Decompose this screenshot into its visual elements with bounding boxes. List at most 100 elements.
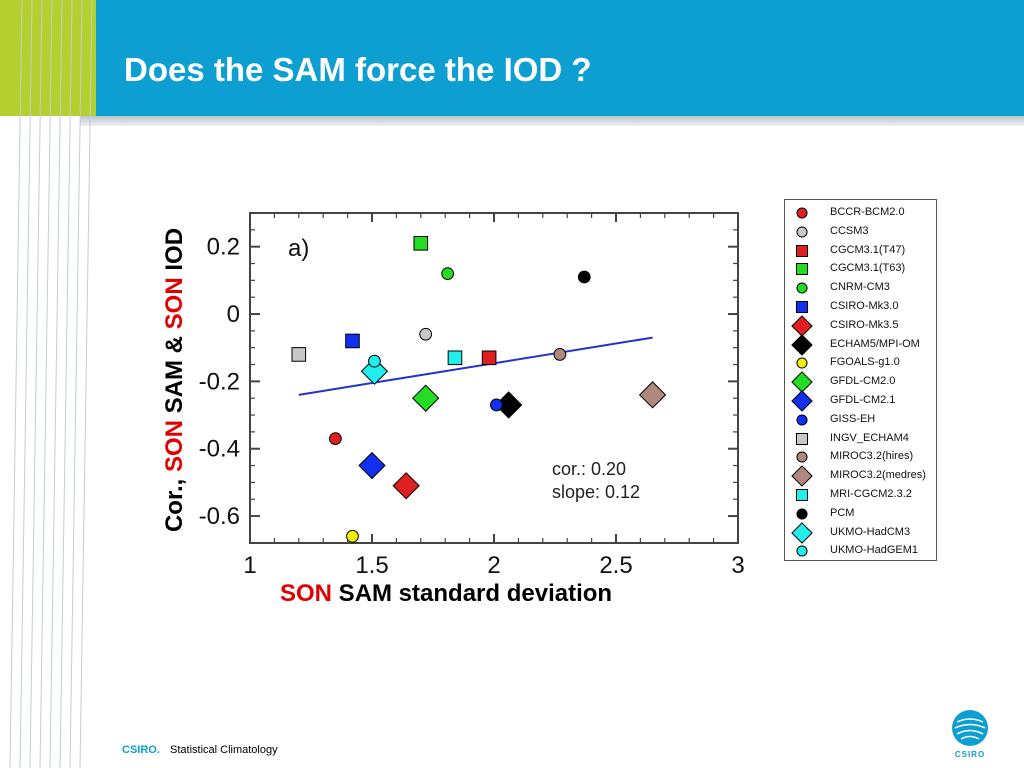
- y-label-part: SON: [161, 277, 188, 330]
- data-point: [412, 384, 440, 412]
- x-tick-label: 3: [731, 552, 744, 579]
- legend-symbol: [791, 465, 813, 487]
- legend-label: CCSM3: [830, 224, 869, 237]
- legend-item: PCM: [785, 505, 935, 523]
- legend-symbol: [795, 300, 809, 314]
- y-label-part: IOD: [161, 227, 188, 278]
- legend-item: MRI-CGCM2.3.2: [785, 486, 935, 504]
- data-point: [481, 350, 497, 366]
- legend-symbol: [796, 226, 808, 238]
- data-point: [346, 529, 359, 543]
- logo-text: CSIRO: [955, 750, 985, 759]
- legend-symbol: [796, 508, 808, 520]
- legend-item: CSIRO-Mk3.5: [785, 315, 935, 337]
- stats-annotation: cor.: 0.20: [552, 459, 626, 479]
- legend-item: MIROC3.2(hires): [785, 448, 935, 466]
- data-point: [577, 270, 591, 284]
- legend-marker: [795, 244, 809, 257]
- legend-symbol: [795, 263, 809, 276]
- legend-symbol: [791, 521, 813, 544]
- legend-label: BCCR-BCM2.0: [830, 206, 905, 218]
- legend-symbol: [791, 333, 813, 356]
- legend-label: CGCM3.1(T47): [830, 243, 906, 256]
- y-label-part: Cor.,: [161, 472, 188, 533]
- legend-item: GISS-EH: [785, 411, 935, 429]
- legend-marker: [796, 357, 808, 369]
- footer-text: Statistical Climatology: [170, 744, 278, 756]
- legend-symbol: [795, 432, 809, 445]
- plot-frame: [249, 212, 739, 544]
- footer-brand: CSIRO.: [122, 744, 160, 756]
- legend-symbol: [796, 451, 808, 463]
- legend-marker: [795, 488, 809, 502]
- legend-item: GFDL-CM2.1: [785, 390, 935, 412]
- legend-symbol: [796, 357, 808, 369]
- x-label-prefix: SON: [280, 580, 333, 607]
- legend-label: INGV_ECHAM4: [830, 431, 909, 444]
- panel-label: a): [288, 235, 309, 262]
- legend-symbol: [795, 488, 809, 502]
- legend-marker: [791, 521, 813, 544]
- legend-label: MIROC3.2(medres): [830, 469, 926, 482]
- data-point: [419, 327, 433, 341]
- legend-label: CGCM3.1(T63): [830, 262, 906, 275]
- data-point: [329, 432, 342, 445]
- data-point: [638, 381, 667, 409]
- legend-item: ECHAM5/MPI-OM: [785, 333, 935, 356]
- legend-label: MIROC3.2(hires): [830, 450, 914, 463]
- legend-label: MRI-CGCM2.3.2: [830, 488, 912, 500]
- legend-item: UKMO-HadCM3: [785, 521, 935, 544]
- legend-marker: [795, 263, 809, 276]
- legend-marker: [796, 545, 808, 557]
- legend-marker: [795, 432, 809, 445]
- legend-item: MIROC3.2(medres): [785, 465, 935, 487]
- legend-marker: [791, 390, 813, 412]
- legend-item: CSIRO-Mk3.0: [785, 298, 935, 316]
- legend-item: CNRM-CM3: [785, 279, 935, 297]
- legend-label: CNRM-CM3: [830, 281, 890, 294]
- y-tick-label: -0.2: [199, 368, 240, 395]
- legend-item: BCCR-BCM2.0: [785, 204, 935, 222]
- legend-symbol: [791, 315, 813, 337]
- fit-line: [298, 336, 653, 396]
- legend-symbol: [791, 371, 813, 393]
- data-point: [345, 333, 360, 349]
- data-point: [441, 267, 455, 280]
- y-tick-label: 0: [227, 301, 240, 328]
- legend-label: UKMO-HadGEM1: [830, 544, 919, 557]
- slide-title: Does the SAM force the IOD ?: [124, 51, 592, 88]
- legend-marker: [796, 451, 808, 463]
- legend-item: UKMO-HadGEM1: [785, 542, 935, 560]
- legend-label: UKMO-HadCM3: [830, 525, 911, 538]
- legend-item: CGCM3.1(T63): [785, 260, 935, 278]
- y-tick-label: 0.2: [207, 234, 240, 261]
- legend-marker: [791, 371, 813, 393]
- legend-symbol: [796, 414, 808, 426]
- header-bar: [80, 0, 1024, 116]
- x-tick-label: 2.5: [599, 552, 632, 579]
- legend-label: CSIRO-Mk3.5: [830, 318, 899, 331]
- legend: BCCR-BCM2.0 CCSM3 CGCM3.1(T47) CGCM3.1(T63)…: [784, 199, 937, 561]
- legend-symbol: [796, 282, 808, 294]
- legend-marker: [795, 300, 809, 314]
- y-label-part: SAM &: [161, 329, 188, 420]
- data-point: [358, 451, 386, 480]
- y-tick-label: -0.4: [199, 436, 240, 463]
- legend-label: GFDL-CM2.0: [830, 375, 896, 388]
- stats-annotation: slope: 0.12: [552, 482, 640, 502]
- legend-item: INGV_ECHAM4: [785, 430, 935, 448]
- decorative-lines: [9, 0, 93, 768]
- scatter-plot: 1 1.5 2 2.5 3 0.2 0 -0.2 -0.4 -0.6 a) cor.: 0.20 slo…: [199, 212, 745, 579]
- legend-marker: [796, 207, 808, 219]
- csiro-logo: CSIRO: [952, 710, 988, 759]
- legend-marker: [796, 508, 808, 520]
- legend-item: FGOALS-g1.0: [785, 354, 935, 372]
- data-point: [368, 354, 381, 368]
- y-tick-label: -0.6: [199, 503, 240, 530]
- legend-label: ECHAM5/MPI-OM: [830, 337, 920, 350]
- data-point: [490, 398, 503, 412]
- legend-symbol: [791, 390, 813, 412]
- legend-symbol: [796, 545, 808, 557]
- y-label-part: SON: [161, 420, 188, 473]
- legend-label: GFDL-CM2.1: [830, 394, 896, 406]
